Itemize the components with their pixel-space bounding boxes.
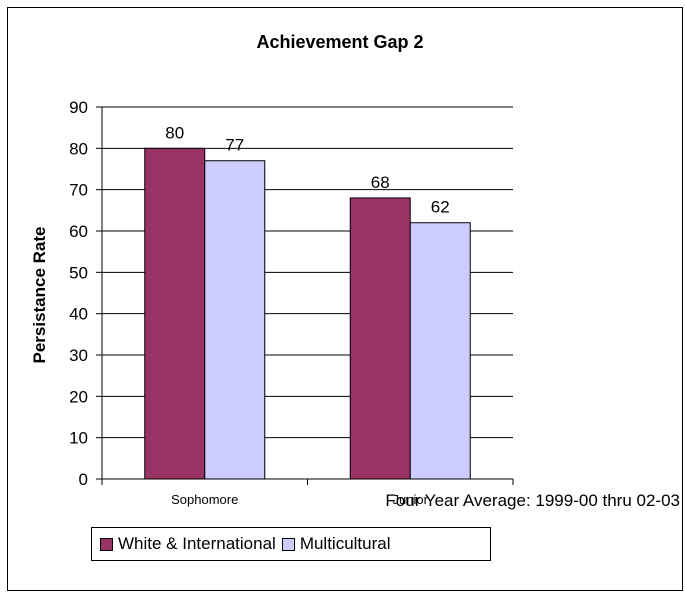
bar (409, 222, 471, 480)
legend-item: White & International (100, 534, 276, 554)
bars (144, 147, 471, 480)
bar (204, 160, 266, 480)
y-tick-label: 40 (69, 305, 88, 324)
chart-title: Achievement Gap 2 (256, 32, 423, 52)
bar (349, 197, 411, 480)
legend: White & International Multicultural (91, 527, 491, 561)
data-label: 62 (431, 198, 450, 217)
data-label: 68 (371, 173, 390, 192)
y-tick-label: 70 (69, 181, 88, 200)
data-label: 80 (165, 123, 184, 142)
data-labels: 80 77 68 62 (165, 123, 449, 216)
y-tick-label: 90 (69, 98, 88, 117)
y-tick-label: 50 (69, 263, 88, 282)
axes: 0 10 20 30 40 50 60 70 80 90 Sophomore Junior (69, 98, 514, 507)
legend-label: White & International (118, 534, 276, 553)
legend-swatch (281, 537, 295, 551)
legend-item: Multicultural (281, 534, 391, 554)
y-tick-label: 10 (69, 429, 88, 448)
x-tick-label: Junior (393, 492, 429, 507)
bar (144, 147, 206, 480)
x-tick-label: Sophomore (171, 492, 238, 507)
legend-swatch (100, 537, 113, 551)
y-tick-label: 30 (69, 346, 88, 365)
y-tick-label: 0 (79, 470, 88, 489)
data-label: 77 (225, 136, 244, 155)
legend-label: Multicultural (299, 534, 391, 553)
chart-frame (7, 7, 683, 591)
chart-subtitle: Four Year Average: 1999-00 thru 02-03 (385, 491, 680, 510)
y-tick-label: 20 (69, 387, 88, 406)
y-tick-label: 60 (69, 222, 88, 241)
y-axis-label: Persistance Rate (30, 226, 49, 363)
y-tick-label: 80 (69, 139, 88, 158)
